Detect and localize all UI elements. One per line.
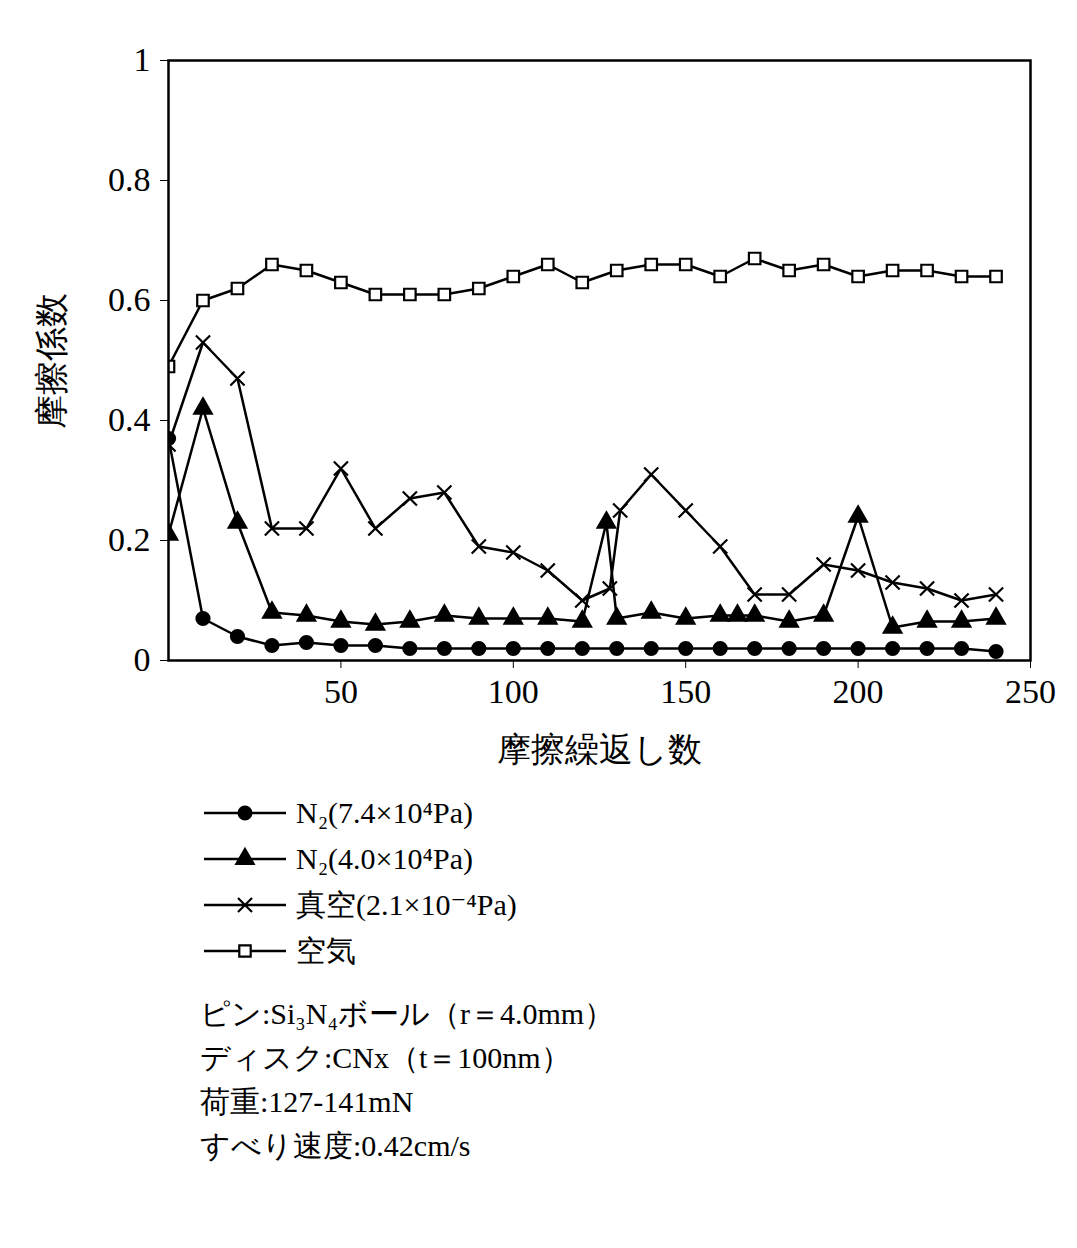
svg-text:0.4: 0.4 [108, 401, 151, 438]
svg-text:50: 50 [324, 673, 358, 710]
html-text:真空(2.1×10⁻⁴Pa): 真空(2.1×10⁻⁴Pa) [296, 887, 517, 921]
html-text:N₂(4.0×10⁴Pa): N₂(4.0×10⁴Pa) [296, 842, 473, 875]
html-text:すべり速度:0.42cm/s: すべり速度:0.42cm/s [200, 1129, 471, 1162]
html-text:N₂(7.4×10⁴Pa): N₂(7.4×10⁴Pa) [296, 796, 473, 829]
svg-text:1: 1 [134, 41, 151, 78]
html-text:ピン:Si₃N₄ボール（r＝4.0mm）: ピン:Si₃N₄ボール（r＝4.0mm） [200, 997, 615, 1030]
html-text:空気: 空気 [296, 933, 356, 967]
svg-text:0.8: 0.8 [108, 161, 151, 198]
svg-text:0: 0 [134, 641, 151, 678]
html-text:荷重:127-141mN: 荷重:127-141mN [200, 1085, 414, 1118]
svg-text:摩擦係数: 摩擦係数 [33, 293, 70, 429]
svg-text:摩擦繰返し数: 摩擦繰返し数 [497, 731, 702, 768]
svg-text:200: 200 [833, 673, 884, 710]
svg-text:0.6: 0.6 [108, 281, 151, 318]
svg-text:100: 100 [488, 673, 539, 710]
svg-text:0.2: 0.2 [108, 521, 151, 558]
svg-text:150: 150 [660, 673, 711, 710]
svg-text:250: 250 [1005, 673, 1056, 710]
html-text:ディスク:CNx（t＝100nm）: ディスク:CNx（t＝100nm） [200, 1041, 571, 1074]
